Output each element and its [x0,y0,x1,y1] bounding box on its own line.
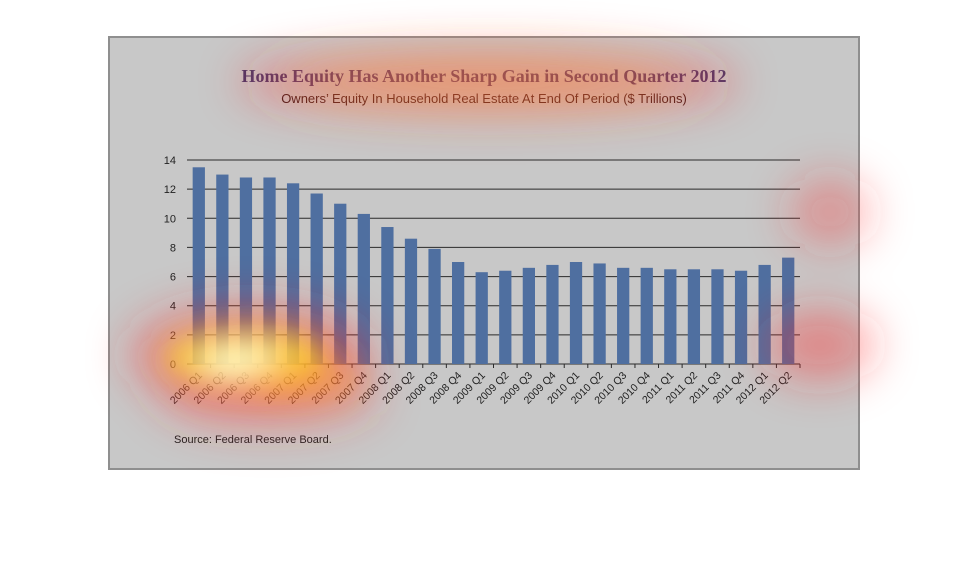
bar [640,267,653,364]
bar [334,203,347,364]
y-tick-label: 4 [170,301,176,313]
bar [664,269,677,364]
bar [711,269,724,364]
bar [522,267,535,364]
y-tick-label: 2 [170,330,176,342]
bar [499,270,512,364]
bar [286,183,300,364]
bar [357,213,370,364]
bar [617,267,630,364]
bar [428,248,441,364]
y-tick-label: 0 [170,359,176,371]
bar [687,269,701,364]
chart-source: Source: Federal Reserve Board. [174,434,332,446]
bar [569,262,583,364]
y-tick-label: 6 [170,272,176,284]
bar [192,167,205,364]
bar [758,264,771,364]
bar [239,177,253,364]
bar [452,262,465,364]
bar [734,270,748,364]
y-tick-label: 12 [164,184,176,196]
bar [593,263,606,364]
y-tick-label: 14 [164,155,176,167]
bar [546,264,559,364]
bar [782,257,795,364]
y-tick-label: 8 [170,242,176,254]
bar [381,227,394,364]
bar [216,174,229,364]
bar [475,272,488,364]
bar [263,177,276,364]
y-tick-label: 10 [164,213,176,225]
bar [404,238,418,364]
bar [310,193,323,364]
